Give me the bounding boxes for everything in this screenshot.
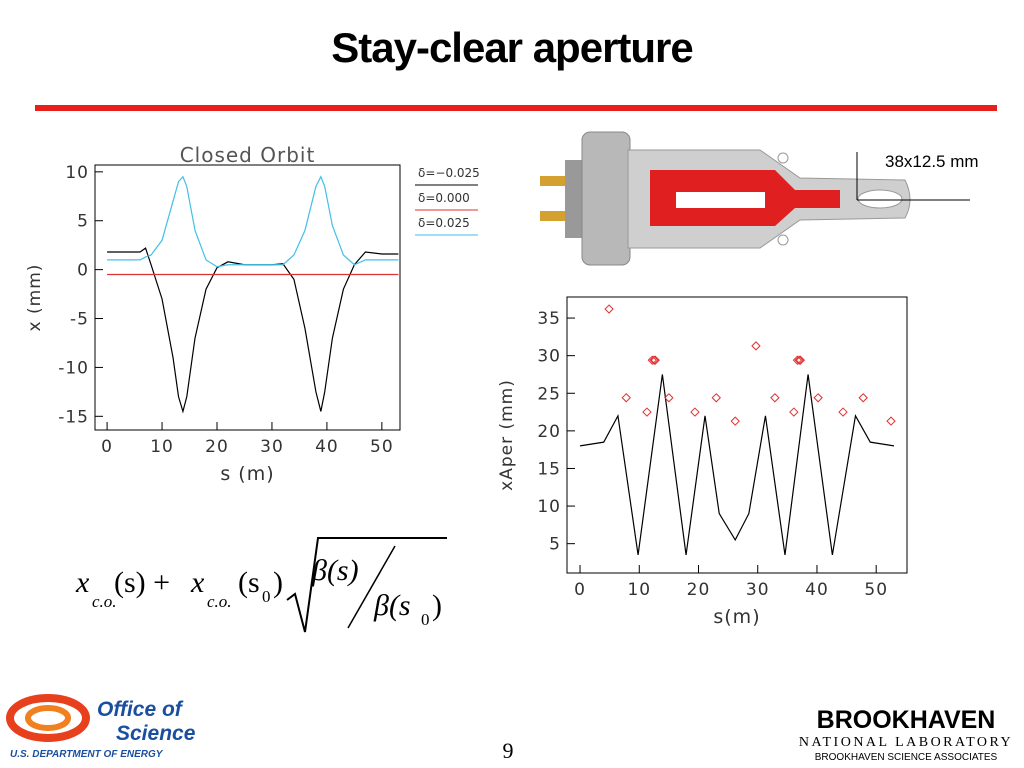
y-axis-label: xAper (mm) (497, 379, 517, 491)
data-point (789, 407, 799, 417)
y-tick-label: -15 (58, 407, 89, 427)
y-tick-label: -10 (58, 358, 89, 378)
legend-label: δ=0.000 (418, 191, 470, 205)
y-tick-label: 5 (549, 535, 561, 555)
formula-term: ) (273, 566, 283, 599)
formula-term: β(s) (311, 554, 359, 587)
formula-term: (s (238, 566, 260, 599)
doe-logo: Office of Science U.S. DEPARTMENT OF ENE… (6, 694, 196, 760)
formula: x c.o. (s) + x c.o. (s 0 ) β(s) β(s 0 ) (75, 537, 447, 633)
data-point (751, 341, 761, 351)
data-point (649, 355, 659, 365)
formula-term: β(s (373, 589, 411, 622)
data-line (579, 374, 895, 556)
logo-text: BROOKHAVEN (817, 706, 996, 734)
page-number: 9 (503, 738, 514, 763)
title-rule (35, 105, 997, 111)
y-tick-label: 0 (77, 261, 89, 281)
data-line (107, 247, 399, 414)
data-point (711, 393, 721, 403)
x-tick-label: 40 (315, 437, 339, 457)
dimension-label: 38x12.5 mm (885, 152, 979, 171)
data-point (795, 355, 806, 365)
x-tick-label: 30 (260, 437, 284, 457)
formula-term: x (190, 566, 205, 599)
logo-text: Office of (97, 698, 184, 721)
x-tick-label: 20 (687, 580, 711, 600)
logo-text: Science (116, 722, 196, 745)
x-tick-label: 50 (864, 580, 888, 600)
legend-label: δ=0.025 (418, 216, 470, 230)
plot-frame (94, 164, 401, 431)
logo-text: NATIONAL LABORATORY (799, 735, 1013, 750)
data-point (770, 393, 780, 403)
x-tick-label: 30 (746, 580, 770, 600)
formula-term: (s) + (114, 566, 170, 599)
y-tick-label: 10 (65, 163, 89, 183)
x-tick-label: 10 (627, 580, 651, 600)
y-tick-label: 20 (537, 422, 561, 442)
y-tick-label: 35 (537, 309, 561, 329)
y-tick-label: 10 (537, 497, 561, 517)
data-point (858, 393, 868, 403)
formula-subscript: c.o. (207, 592, 232, 611)
x-tick-label: 50 (370, 437, 394, 457)
data-point (838, 407, 848, 417)
y-tick-label: 5 (77, 212, 89, 232)
data-point (642, 407, 652, 417)
x-tick-label: 20 (205, 437, 229, 457)
data-point (647, 355, 658, 365)
x-axis-label: s(m) (713, 606, 760, 628)
data-point (664, 393, 674, 403)
kicker-image (540, 131, 911, 266)
data-point (886, 416, 896, 426)
data-point (604, 304, 614, 314)
legend-label: δ=−0.025 (418, 166, 480, 180)
y-tick-label: 25 (537, 384, 561, 404)
formula-subscript: 0 (262, 587, 271, 606)
data-point (794, 355, 804, 365)
plot-frame (566, 296, 908, 574)
x-axis-label: s (m) (220, 463, 274, 485)
y-tick-label: 30 (537, 347, 561, 367)
data-point (650, 355, 660, 365)
data-point (813, 393, 823, 403)
bnl-logo: BROOKHAVEN NATIONAL LABORATORY BROOKHAVE… (799, 706, 1013, 763)
formula-term: ) (432, 589, 442, 622)
data-point (690, 407, 700, 417)
logo-text: U.S. DEPARTMENT OF ENERGY (10, 749, 164, 760)
slide-title: Stay-clear aperture (331, 24, 693, 71)
x-tick-label: 40 (805, 580, 829, 600)
formula-subscript: 0 (421, 610, 430, 629)
formula-term: x (75, 566, 90, 599)
data-point (621, 393, 631, 403)
chart-title: Closed Orbit (180, 143, 316, 167)
logo-text: BROOKHAVEN SCIENCE ASSOCIATES (815, 752, 998, 763)
x-tick-label: 10 (150, 437, 174, 457)
y-tick-label: -5 (70, 310, 89, 330)
formula-subscript: c.o. (92, 592, 117, 611)
y-axis-label: x (mm) (25, 264, 45, 332)
y-tick-label: 15 (537, 459, 561, 479)
x-tick-label: 0 (101, 437, 113, 457)
data-line (107, 175, 399, 268)
data-point (730, 416, 740, 426)
x-tick-label: 0 (574, 580, 586, 600)
data-point (792, 355, 803, 365)
